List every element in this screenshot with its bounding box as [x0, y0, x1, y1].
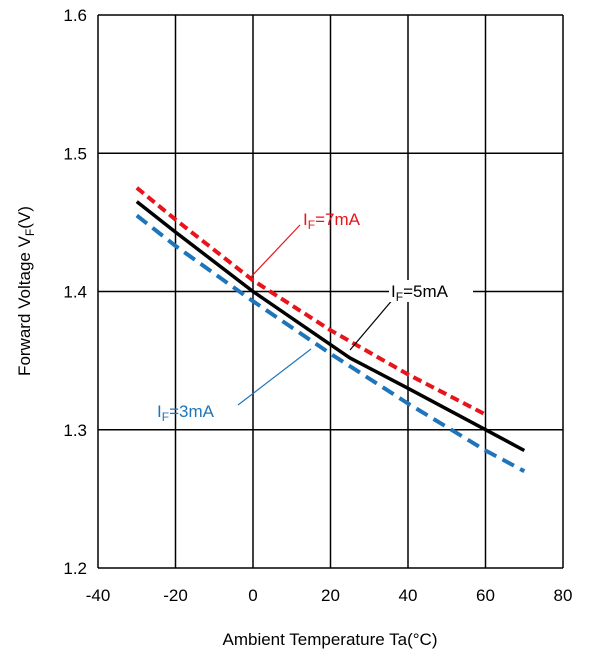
series-labels: IF=7mA IF=5mA IF=3mA: [157, 210, 473, 424]
y-tick-label: 1.4: [63, 283, 87, 302]
y-tick-label: 1.3: [63, 421, 87, 440]
x-tick-label: -20: [163, 586, 188, 605]
x-tick-label: 40: [399, 586, 418, 605]
x-tick-label: 60: [476, 586, 495, 605]
x-axis-title: Ambient Temperature Ta(°C): [223, 630, 438, 649]
y-tick-label: 1.2: [63, 559, 87, 578]
series-label-if-5ma: IF=5mA: [391, 282, 449, 304]
series-line-if-5ma: [135, 200, 526, 453]
x-tick-label: 0: [248, 586, 257, 605]
series-line-if-3ma: [135, 213, 526, 473]
y-axis-title-unit: (V): [15, 206, 34, 229]
y-axis-title-main: Forward Voltage V: [15, 235, 34, 376]
x-tick-label: 20: [321, 586, 340, 605]
x-tick-label: -40: [86, 586, 111, 605]
leader-line-3ma: [237, 348, 312, 406]
series-line-if-7ma: [135, 186, 487, 417]
y-axis-title-sub: F: [23, 229, 37, 236]
series-label-background: [389, 280, 473, 302]
tick-labels: -40 -20 0 20 40 60 80 1.2 1.3 1.4 1.5 1.6: [63, 6, 572, 605]
grid: [97, 14, 564, 569]
leader-line-5ma: [349, 297, 395, 351]
label-leaders: [237, 224, 395, 406]
x-tick-label: 80: [554, 586, 573, 605]
series-label-if-3ma: IF=3mA: [157, 402, 215, 424]
y-tick-label: 1.5: [63, 144, 87, 163]
y-axis-title: Forward Voltage VF(V): [15, 206, 37, 376]
y-tick-label: 1.6: [63, 6, 87, 25]
series-lines: [135, 186, 526, 473]
leader-line-7ma: [249, 224, 301, 279]
series-label-if-7ma: IF=7mA: [303, 210, 361, 232]
